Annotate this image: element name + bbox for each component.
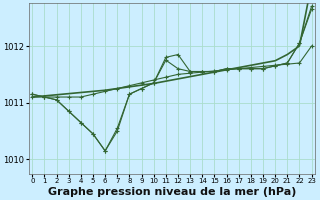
X-axis label: Graphe pression niveau de la mer (hPa): Graphe pression niveau de la mer (hPa) <box>48 187 296 197</box>
